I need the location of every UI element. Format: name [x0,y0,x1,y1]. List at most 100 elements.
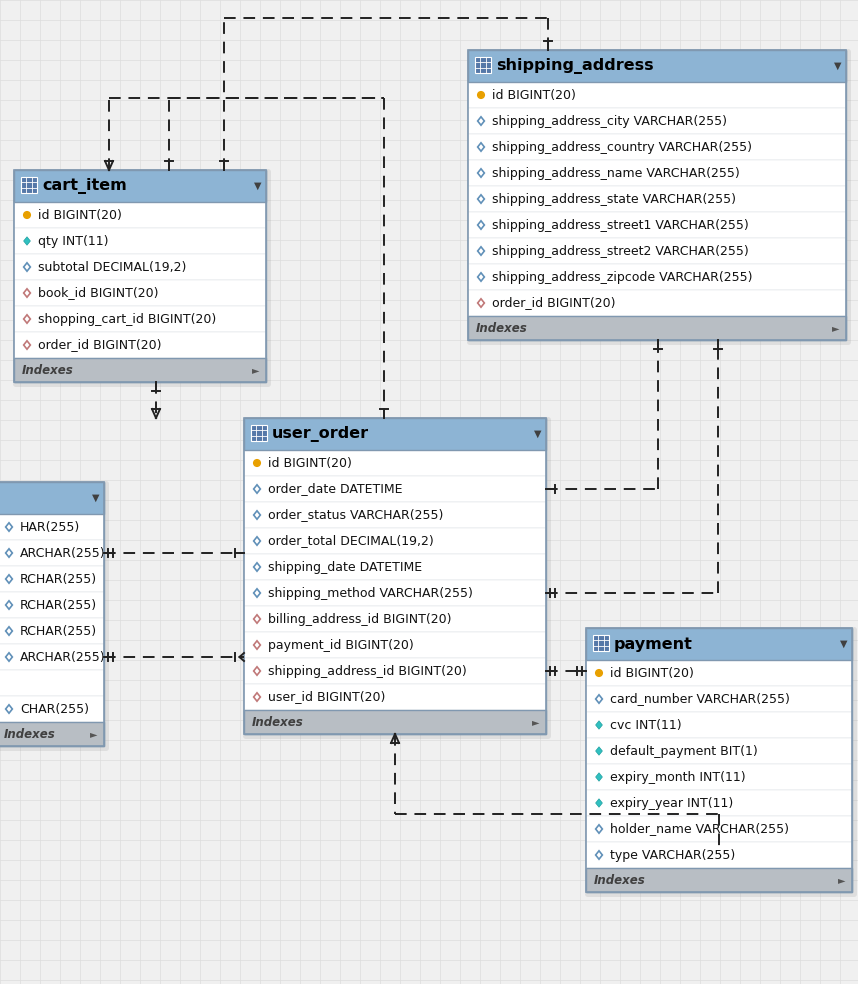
Text: ▼: ▼ [254,181,262,191]
Circle shape [254,460,260,466]
Bar [468,290,846,316]
Text: shipping_address_zipcode VARCHAR(255): shipping_address_zipcode VARCHAR(255) [492,271,752,283]
Bar [244,580,546,606]
Bar [0,482,104,746]
Polygon shape [595,799,602,807]
Text: ▼: ▼ [834,61,842,71]
Text: ►: ► [252,365,260,375]
Bar [0,482,104,514]
Bar [244,554,546,580]
Bar [244,528,546,554]
Bar [0,592,104,618]
FancyBboxPatch shape [0,481,109,751]
Bar [14,280,266,306]
Bar [586,686,852,712]
Bar [0,540,104,566]
Text: ARCHAR(255): ARCHAR(255) [20,650,106,663]
Text: ▼: ▼ [840,639,848,649]
FancyBboxPatch shape [585,627,857,897]
Text: default_payment BIT(1): default_payment BIT(1) [610,745,758,758]
Bar [586,660,852,686]
Text: ►: ► [832,323,840,333]
Bar [244,684,546,710]
Bar [468,82,846,108]
Bar [586,764,852,790]
Circle shape [595,670,602,676]
Text: shipping_address_street2 VARCHAR(255): shipping_address_street2 VARCHAR(255) [492,244,749,258]
Polygon shape [24,237,30,245]
Text: Indexes: Indexes [476,322,528,335]
Text: qty INT(11): qty INT(11) [38,234,108,248]
Bar [0,670,104,696]
Polygon shape [595,747,602,755]
Text: order_date DATETIME: order_date DATETIME [268,482,402,496]
Text: ARCHAR(255): ARCHAR(255) [20,546,106,560]
Text: book_id BIGINT(20): book_id BIGINT(20) [38,286,159,299]
Text: card_number VARCHAR(255): card_number VARCHAR(255) [610,693,790,706]
Bar [0,644,104,670]
Text: Indexes: Indexes [4,727,56,741]
Bar [468,134,846,160]
Text: order_total DECIMAL(19,2): order_total DECIMAL(19,2) [268,534,434,547]
Bar [586,628,852,892]
Bar [468,264,846,290]
Text: cart_item: cart_item [42,178,127,194]
Bar [14,170,266,202]
Bar [14,202,266,228]
Text: shipping_address_city VARCHAR(255): shipping_address_city VARCHAR(255) [492,114,727,128]
Bar [586,628,852,660]
Text: Indexes: Indexes [22,363,74,377]
Text: shipping_address_name VARCHAR(255): shipping_address_name VARCHAR(255) [492,166,740,179]
Bar [475,57,491,73]
Text: id BIGINT(20): id BIGINT(20) [38,209,122,221]
Text: shipping_address_street1 VARCHAR(255): shipping_address_street1 VARCHAR(255) [492,218,749,231]
FancyBboxPatch shape [243,417,551,739]
Bar [0,618,104,644]
Bar [244,418,546,450]
Bar [244,502,546,528]
Bar [0,566,104,592]
Bar [0,514,104,540]
Bar [586,712,852,738]
Bar [244,632,546,658]
Bar [468,186,846,212]
Text: shipping_address: shipping_address [496,58,654,74]
Bar [244,606,546,632]
Bar [468,212,846,238]
Text: HAR(255): HAR(255) [20,521,81,533]
Bar [0,696,104,722]
Text: shipping_date DATETIME: shipping_date DATETIME [268,561,422,574]
Text: RCHAR(255): RCHAR(255) [20,625,97,638]
Text: shopping_cart_id BIGINT(20): shopping_cart_id BIGINT(20) [38,313,216,326]
Text: user_id BIGINT(20): user_id BIGINT(20) [268,691,385,704]
Text: expiry_month INT(11): expiry_month INT(11) [610,770,746,783]
Bar [251,425,267,441]
Text: order_id BIGINT(20): order_id BIGINT(20) [38,338,161,351]
Text: user_order: user_order [272,426,369,442]
Bar [468,108,846,134]
Text: RCHAR(255): RCHAR(255) [20,598,97,611]
Text: ►: ► [90,729,98,739]
Polygon shape [595,772,602,781]
Bar [586,738,852,764]
Text: cvc INT(11): cvc INT(11) [610,718,681,731]
Polygon shape [595,721,602,729]
Text: ►: ► [838,875,846,885]
Text: order_status VARCHAR(255): order_status VARCHAR(255) [268,509,444,522]
Text: payment_id BIGINT(20): payment_id BIGINT(20) [268,639,414,651]
Circle shape [478,92,485,98]
Text: shipping_address_id BIGINT(20): shipping_address_id BIGINT(20) [268,664,467,678]
Text: subtotal DECIMAL(19,2): subtotal DECIMAL(19,2) [38,261,186,274]
Text: payment: payment [614,637,693,651]
Text: type VARCHAR(255): type VARCHAR(255) [610,848,735,862]
Bar [14,306,266,332]
Bar [468,238,846,264]
Bar [586,816,852,842]
Bar [21,177,37,193]
Bar [586,842,852,868]
Bar [0,722,104,746]
Text: order_id BIGINT(20): order_id BIGINT(20) [492,296,615,310]
Bar [468,50,846,340]
Bar [14,332,266,358]
Text: shipping_address_country VARCHAR(255): shipping_address_country VARCHAR(255) [492,141,752,154]
